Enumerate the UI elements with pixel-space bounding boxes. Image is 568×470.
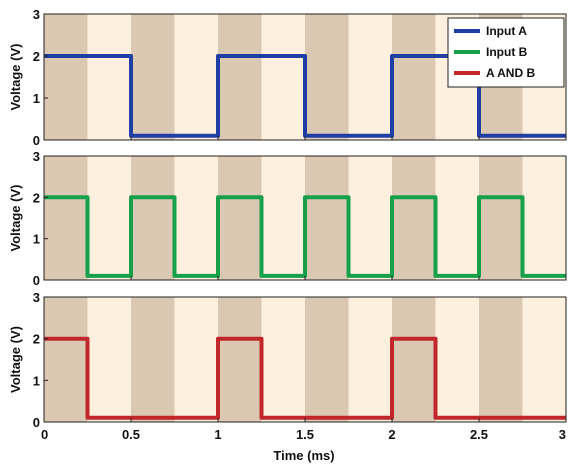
time-band [305,156,349,280]
legend: Input A Input B A AND B [447,17,565,88]
time-band [44,14,88,140]
time-band [87,156,131,280]
y-tick-label: 1 [33,232,40,247]
time-band [522,297,566,422]
time-band [261,156,305,280]
time-band [392,14,436,140]
y-tick-label: 0 [33,415,40,430]
time-band [305,297,349,422]
time-band [392,156,436,280]
time-band [435,297,479,422]
y-tick-label: 2 [33,332,40,347]
x-tick-label: 2.5 [470,427,488,442]
time-band [348,297,392,422]
time-band [218,297,262,422]
legend-label: Input A [486,24,527,38]
time-band [44,156,88,280]
time-band [435,156,479,280]
time-band [44,297,88,422]
time-band [218,156,262,280]
time-band [261,297,305,422]
time-band [174,14,218,140]
time-band [87,297,131,422]
time-band [522,156,566,280]
time-band [174,156,218,280]
panels: 0 1 2 3 Voltage (V) 0 1 2 3 Voltage (V) 0 1 2 3 Voltag… [8,7,567,442]
time-band [261,14,305,140]
time-band [87,14,131,140]
time-band [392,297,436,422]
y-tick-label: 3 [33,290,40,305]
time-band [131,156,175,280]
x-tick-label: 1 [214,427,221,442]
x-tick-label: 3 [559,427,566,442]
time-band [131,297,175,422]
x-axis-label: Time (ms) [273,448,334,463]
time-band [174,297,218,422]
time-band [305,14,349,140]
x-tick-label: 0.5 [122,427,140,442]
time-band [348,14,392,140]
series-line-a-and-b [44,336,566,420]
time-band [131,14,175,140]
x-tick-label: 2 [388,427,395,442]
time-band [348,156,392,280]
y-axis-label: Voltage (V) [8,44,23,111]
y-tick-label: 3 [33,149,40,164]
y-axis-label: Voltage (V) [8,326,23,393]
y-tick-label: 2 [33,190,40,205]
time-band [479,297,523,422]
y-tick-label: 1 [33,373,40,388]
panel-2: 0 1 2 3 Voltage (V) [8,149,567,288]
panel-3: 0 1 2 3 Voltage (V) 0 0.5 1 1.5 2 2.5 3 [8,290,567,442]
y-tick-label: 3 [33,7,40,22]
legend-label: Input B [486,45,528,59]
y-tick-label: 1 [33,91,40,106]
panel-1: 0 1 2 3 Voltage (V) [8,7,567,148]
x-tick-label: 1.5 [296,427,314,442]
time-band [218,14,262,140]
series-line-input-b [44,195,566,278]
time-band [479,156,523,280]
y-axis-label: Voltage (V) [8,185,23,252]
legend-label: A AND B [486,66,535,80]
y-tick-label: 0 [33,273,40,288]
y-tick-label: 0 [33,133,40,148]
y-tick-label: 2 [33,49,40,64]
x-tick-label: 0 [41,427,48,442]
